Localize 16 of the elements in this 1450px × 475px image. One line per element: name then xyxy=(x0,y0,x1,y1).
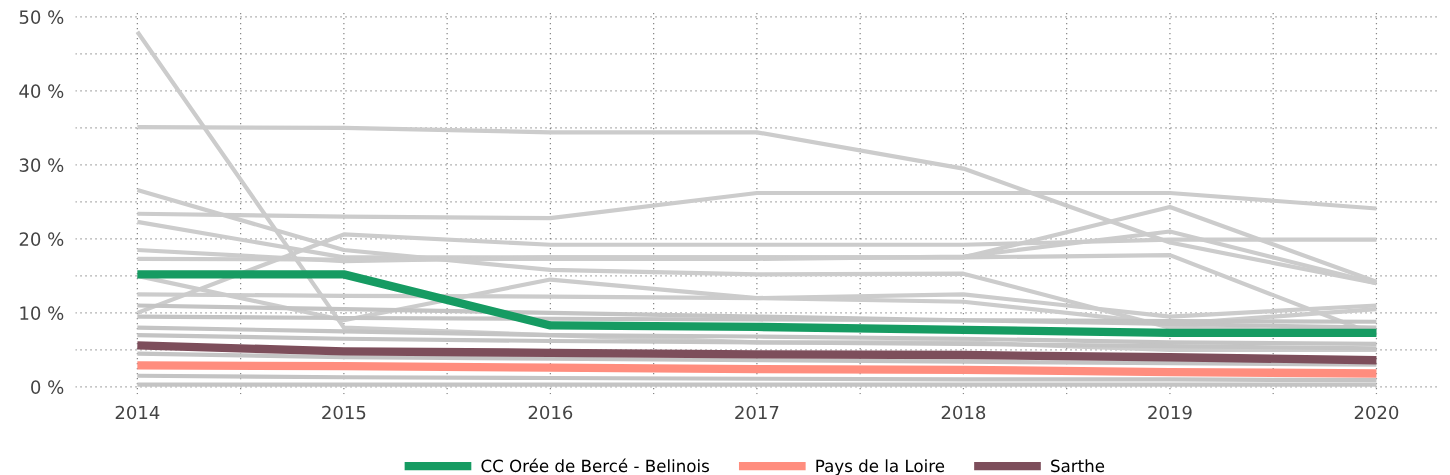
legend-label: Pays de la Loire xyxy=(816,459,945,475)
y-tick-label: 20 % xyxy=(19,232,64,246)
x-tick-label: 2018 xyxy=(941,405,986,420)
legend-label: Sarthe xyxy=(1051,459,1105,473)
x-tick-label: 2017 xyxy=(735,405,779,420)
x-tick-label: 2020 xyxy=(1354,405,1399,420)
y-tick-label: 10 % xyxy=(20,306,64,320)
x-tick-label: 2016 xyxy=(528,405,573,420)
y-tick-label: 30 % xyxy=(19,158,64,172)
y-tick-label: 0 % xyxy=(31,380,64,394)
x-tick-label: 2015 xyxy=(322,405,366,420)
legend-label: CC Orée de Bercé - Belinois xyxy=(481,458,709,473)
x-tick-label: 2019 xyxy=(1148,405,1192,420)
y-tick-label: 50 % xyxy=(19,10,64,25)
y-tick-label: 40 % xyxy=(19,84,64,99)
x-tick-label: 2014 xyxy=(115,405,160,420)
